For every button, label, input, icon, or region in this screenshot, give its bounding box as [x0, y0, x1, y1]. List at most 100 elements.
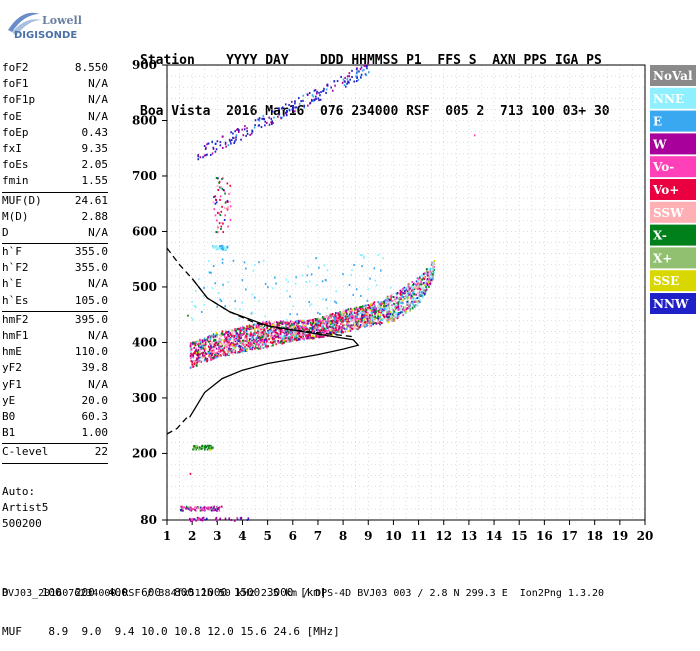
f2-trace-echo [314, 322, 316, 325]
f2-trace-echo [326, 320, 329, 323]
f2-trace-echo [257, 327, 259, 330]
f2-trace-echo [421, 296, 424, 299]
f2-trace-echo [197, 348, 200, 351]
legend-label: SSW [653, 206, 684, 220]
f2-trace-echo [380, 309, 383, 312]
f2-trace-echo [199, 347, 201, 350]
f2-trace-echo [227, 352, 230, 355]
f2-trace-echo [212, 357, 215, 360]
f2-trace-echo [290, 330, 293, 333]
scatter-echo [219, 298, 222, 301]
f2-trace-echo [243, 346, 245, 349]
f2-trace-echo [432, 274, 434, 277]
f2-trace-echo [266, 323, 268, 326]
f2-trace-echo [393, 318, 395, 321]
f2-trace-echo [322, 331, 324, 334]
f2-trace-echo [201, 343, 203, 346]
multihop-echo [218, 245, 221, 248]
f2-trace-echo [433, 262, 436, 265]
f2-trace-echo [378, 316, 381, 319]
f2-trace-echo [357, 326, 360, 329]
f2-trace-echo [326, 322, 329, 325]
multihop-echo [224, 192, 226, 195]
f2-trace-echo [282, 330, 285, 333]
multihop-echo [209, 153, 212, 156]
low-es-echo [203, 509, 205, 512]
scatter-echo [351, 269, 353, 272]
f2-trace-echo [213, 349, 215, 352]
f2-trace-echo [363, 308, 365, 311]
f2-trace-echo [193, 362, 195, 365]
f2-trace-echo [218, 353, 221, 356]
scatter-echo [295, 276, 297, 279]
ionogram-chart: 1 2 3 4 5 6 7 8 9 10 11 12 13 14 15 16 17 18 19 20802003004… [132, 58, 696, 543]
f2-trace-echo [389, 314, 392, 317]
f2-trace-echo [311, 321, 314, 324]
legend-label: X+ [653, 251, 672, 265]
f2-trace-echo [194, 349, 197, 352]
f2-trace-echo [234, 349, 237, 352]
f2-trace-echo [233, 338, 236, 341]
f2-trace-echo [301, 334, 304, 337]
param-value: N/A [88, 277, 108, 291]
multihop-echo [214, 202, 217, 205]
f2-trace-echo [337, 314, 340, 317]
f2-trace-echo [367, 304, 370, 307]
f2-trace-echo [215, 352, 217, 355]
f2-trace-echo [266, 327, 268, 330]
f2-trace-echo [396, 293, 398, 296]
low-es-echo [191, 517, 193, 520]
f2-trace-echo [432, 263, 434, 266]
f2-trace-echo [203, 339, 206, 342]
f2-trace-echo [236, 351, 239, 354]
f2-trace-echo [244, 346, 247, 349]
y-tick-label: 300 [132, 391, 157, 405]
x-tick-label: 10 [385, 529, 402, 543]
f2-trace-echo [419, 283, 421, 286]
f2-trace-echo [307, 322, 309, 325]
multihop-echo [242, 134, 245, 137]
f2-trace-echo [367, 307, 369, 310]
f2-trace-echo [286, 340, 289, 343]
f2-trace-echo [258, 327, 261, 330]
x-tick-label: 8 [339, 529, 347, 543]
multihop-echo [264, 120, 267, 123]
f2-trace-echo [216, 343, 219, 346]
f2-trace-echo [341, 330, 344, 333]
f2-trace-echo [264, 331, 267, 334]
multihop-echo [294, 100, 296, 103]
f2-trace-echo [212, 333, 215, 336]
f2-trace-echo [253, 340, 256, 343]
f2-trace-echo [322, 316, 324, 319]
f2-trace-echo [331, 327, 334, 330]
f2-trace-echo [254, 326, 257, 329]
f2-trace-echo [347, 330, 349, 333]
multihop-echo [216, 231, 219, 234]
f2-trace-echo [379, 318, 382, 321]
f2-trace-echo [240, 335, 243, 338]
f2-trace-echo [371, 317, 373, 320]
f2-trace-echo [257, 332, 260, 335]
f2-trace-echo [237, 327, 240, 330]
f2-trace-echo [429, 268, 431, 271]
param-row: D N/A [2, 225, 108, 241]
multihop-echo [230, 142, 232, 145]
f2-trace-echo [330, 313, 333, 316]
f2-trace-echo [338, 325, 341, 328]
f2-trace-echo [331, 315, 333, 318]
es-echo [199, 447, 202, 450]
multihop-echo [220, 228, 222, 231]
f2-trace-echo [339, 330, 342, 333]
low-es-echo [194, 508, 196, 511]
f2-trace-echo [377, 301, 380, 304]
f2-trace-echo [302, 332, 305, 335]
multihop-echo [243, 128, 246, 131]
f2-trace-echo [318, 324, 321, 327]
low-es-echo [228, 517, 231, 520]
f2-trace-echo [422, 291, 425, 294]
f2-trace-echo [358, 314, 361, 317]
legend-swatch [650, 156, 696, 178]
f2-trace-echo [361, 322, 364, 325]
scatter-echo [221, 258, 224, 261]
f2-trace-echo [359, 308, 362, 311]
